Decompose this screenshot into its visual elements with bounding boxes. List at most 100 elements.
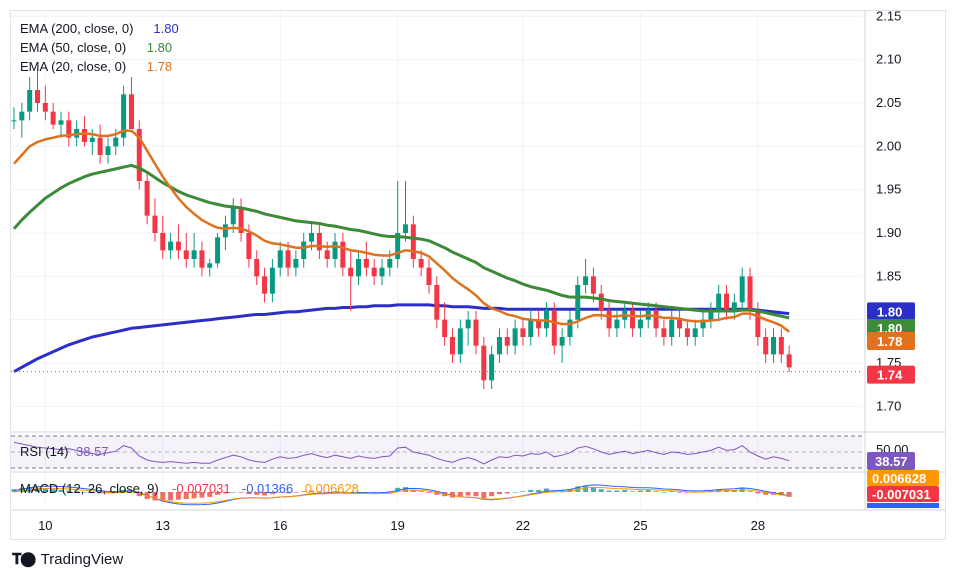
macd-histogram-bar bbox=[191, 492, 197, 499]
ema200-series bbox=[13, 303, 790, 374]
ema50-series bbox=[12, 163, 790, 320]
candle-body bbox=[684, 328, 690, 337]
candle-body bbox=[771, 337, 777, 355]
candle-body bbox=[465, 319, 471, 329]
date-tick-label: 22 bbox=[516, 518, 530, 533]
macd-histogram-bar bbox=[403, 487, 408, 492]
candle-body bbox=[121, 94, 127, 138]
macd-label: MACD (12, 26, close, 9) bbox=[20, 481, 159, 496]
tradingview-logo-icon: 𝐓⬤ bbox=[12, 551, 36, 568]
macd-histogram-bar bbox=[489, 492, 495, 497]
candle-body bbox=[755, 311, 761, 337]
macd-histogram-bar bbox=[332, 491, 338, 492]
candle-body bbox=[442, 319, 448, 337]
candle-body bbox=[42, 103, 48, 112]
legend: EMA (200, close, 0) 1.80 EMA (50, close, 0… bbox=[20, 21, 179, 74]
price-tag bbox=[867, 302, 915, 321]
macd-histogram-bar bbox=[426, 492, 432, 493]
candle-body bbox=[449, 337, 455, 355]
candle-body bbox=[692, 328, 698, 337]
macd-histogram-bar bbox=[58, 489, 64, 492]
macd-histogram-bar bbox=[81, 492, 87, 493]
candle-body bbox=[81, 129, 87, 142]
macd-value: 0.006628 bbox=[305, 481, 359, 496]
macd-histogram-bar bbox=[763, 492, 769, 495]
rsi-tag-label: 38.57 bbox=[875, 454, 908, 469]
price-tick-label: 2.05 bbox=[876, 95, 901, 110]
candle-body bbox=[199, 250, 205, 268]
date-tick-label: 19 bbox=[390, 518, 404, 533]
macd-histogram-bar bbox=[622, 489, 628, 492]
macd-histogram-bar bbox=[504, 492, 510, 494]
macd-histogram-bar bbox=[293, 492, 299, 493]
macd-tag bbox=[867, 486, 939, 502]
macd-histogram-bar bbox=[199, 492, 205, 498]
candle-body bbox=[254, 259, 260, 277]
candle-body bbox=[269, 267, 275, 294]
macd-histogram-bar bbox=[66, 490, 72, 492]
macd-histogram-bar bbox=[387, 491, 393, 492]
candle-body bbox=[19, 111, 25, 121]
rsi-label: RSI (14) bbox=[20, 444, 68, 459]
price-tick-label: 2.00 bbox=[876, 138, 901, 153]
candle-body bbox=[136, 129, 142, 181]
rsi-tag bbox=[867, 452, 915, 470]
macd-histogram-bar bbox=[786, 492, 792, 497]
macd-histogram-bar bbox=[160, 492, 166, 502]
macd-value: -0.01366 bbox=[242, 481, 293, 496]
candle-body bbox=[637, 319, 643, 329]
candle-body bbox=[677, 319, 683, 329]
macd-histogram-bar bbox=[74, 491, 80, 492]
legend-value: 1.80 bbox=[153, 21, 178, 36]
macd-histogram-bar bbox=[285, 492, 291, 494]
macd-histogram-bar bbox=[269, 492, 275, 495]
macd-histogram-bar bbox=[598, 489, 604, 492]
price-tick-label: 1.95 bbox=[876, 182, 901, 197]
candle-body bbox=[669, 319, 675, 337]
macd-histogram-bar bbox=[183, 492, 189, 499]
macd-tag bbox=[867, 470, 939, 486]
candle-body bbox=[504, 337, 510, 346]
candle-body bbox=[489, 354, 495, 381]
macd-tag-strip bbox=[867, 503, 939, 508]
macd-histogram-bar bbox=[473, 492, 479, 497]
macd-histogram-bar bbox=[551, 490, 557, 492]
legend-label: EMA (50, close, 0) bbox=[20, 40, 126, 55]
date-tick-label: 16 bbox=[273, 518, 287, 533]
candle-body bbox=[183, 250, 189, 259]
candle-body bbox=[481, 345, 487, 381]
ema20-series bbox=[13, 129, 790, 333]
macd-histogram-bar bbox=[496, 492, 502, 495]
candle-body bbox=[363, 259, 369, 268]
candle-body bbox=[473, 319, 479, 346]
candle-body bbox=[700, 319, 706, 329]
macd-histogram-bar bbox=[19, 487, 25, 492]
candle-body bbox=[293, 259, 299, 268]
candle-body bbox=[175, 241, 181, 251]
candle-body bbox=[747, 276, 753, 311]
macd-histogram-bar bbox=[222, 492, 228, 494]
macd-histogram-bar bbox=[42, 488, 48, 492]
candle-body bbox=[575, 285, 581, 320]
candle-body bbox=[324, 250, 330, 259]
macd-histogram-bar bbox=[324, 492, 330, 493]
price-tick-label: 1.90 bbox=[876, 225, 901, 240]
macd-histogram-bar bbox=[669, 491, 675, 492]
candle-body bbox=[34, 90, 40, 103]
candle-body bbox=[716, 293, 722, 311]
macd-tag-label: 0.006628 bbox=[872, 471, 926, 486]
candle-body bbox=[559, 337, 565, 346]
macd-histogram-bar bbox=[755, 492, 761, 494]
date-tick-label: 10 bbox=[38, 518, 52, 533]
candle-body bbox=[598, 293, 604, 311]
legend-label: EMA (20, close, 0) bbox=[20, 59, 126, 74]
candle-body bbox=[731, 302, 737, 311]
macd-histogram-bar bbox=[309, 490, 315, 492]
macd-histogram-bar bbox=[175, 492, 181, 500]
ema20-line bbox=[13, 129, 790, 333]
candle-body bbox=[536, 319, 542, 329]
candle-body bbox=[371, 267, 377, 277]
candle-body bbox=[653, 311, 659, 329]
macd-histogram-bar bbox=[301, 491, 307, 492]
